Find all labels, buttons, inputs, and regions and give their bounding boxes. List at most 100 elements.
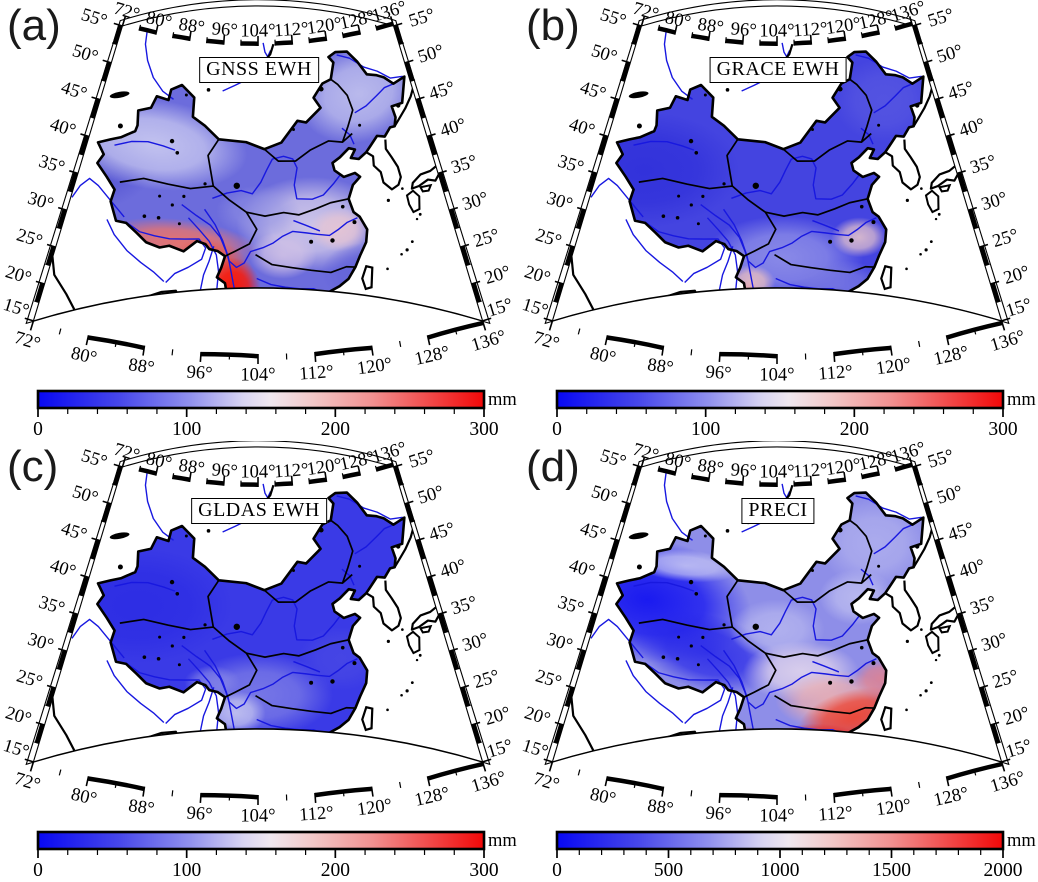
colorbar-tick-label: 500 (654, 860, 683, 881)
colorbar-tick-label: 0 (33, 860, 43, 881)
lat-label-right: 45° (427, 78, 458, 105)
lat-label-left: 55° (79, 446, 110, 473)
lake (725, 529, 730, 533)
lon-label-bottom: 104° (759, 806, 794, 826)
lake (169, 138, 175, 144)
lake (877, 564, 881, 568)
lon-label-bottom: 96° (186, 362, 213, 384)
lat-label-left: 25° (14, 225, 45, 252)
lon-label-top: 112° (273, 460, 309, 482)
lake (934, 658, 938, 662)
river (706, 217, 739, 321)
lat-label-left: 30° (544, 630, 575, 657)
river (243, 290, 271, 315)
lon-label-bottom: 96° (705, 362, 732, 384)
island (937, 183, 952, 193)
river (354, 82, 396, 114)
lake (233, 182, 240, 189)
river (873, 82, 915, 114)
lake (694, 150, 699, 155)
coastline (570, 695, 715, 762)
lake (919, 252, 922, 256)
lake (400, 252, 403, 256)
lat-label-right: 25° (471, 225, 502, 252)
lon-label-bottom: 136° (469, 768, 508, 797)
lake (386, 198, 390, 202)
island (924, 630, 940, 655)
lon-label-top: 96° (730, 460, 757, 482)
river (731, 596, 861, 641)
lake (158, 194, 162, 198)
internal-border (207, 138, 220, 187)
lat-label-right: 30° (460, 630, 491, 657)
river (781, 42, 791, 58)
internal-border (255, 253, 356, 274)
lake (156, 656, 161, 661)
taiwan-island (361, 705, 374, 732)
lon-label-top: 112° (273, 19, 309, 41)
river (625, 660, 684, 724)
coastline (393, 82, 416, 127)
lat-label-right: 15° (1004, 736, 1035, 763)
panel-b: 72° 72° 80° 80° 88° 88° 96° 96° 104° 104° 112° 112°… (519, 0, 1038, 441)
coastline (884, 139, 921, 191)
lat-label-left: 50° (70, 482, 101, 509)
lon-label-bottom: 72° (531, 769, 562, 796)
taiwan-island (880, 264, 893, 291)
lake (849, 337, 851, 339)
coastline (929, 162, 964, 190)
colorbar-tick-label: 0 (552, 860, 562, 881)
lake (905, 708, 908, 712)
river (625, 219, 684, 283)
lon-label-top: 96° (730, 19, 757, 41)
lon-label-bottom: 88° (646, 355, 675, 379)
lat-label-right: 50° (416, 41, 447, 68)
internal-border (765, 197, 868, 217)
lat-label-right: 15° (1004, 295, 1035, 322)
lake (177, 663, 181, 667)
lon-label-bottom: 80° (69, 344, 99, 369)
colorbar-tick-label: 300 (469, 419, 498, 440)
coastline (213, 779, 218, 793)
lat-label-right: 20° (1001, 703, 1032, 730)
lon-label-top: 112° (792, 19, 828, 41)
lake (696, 222, 700, 226)
lake (396, 544, 401, 549)
colorbar-tick-label: 0 (552, 419, 562, 440)
coastline (732, 338, 737, 352)
lat-label-right: 50° (416, 482, 447, 509)
lat-label-right: 55° (926, 5, 957, 32)
lake (117, 564, 123, 570)
coastline (912, 523, 935, 568)
lake (924, 248, 928, 252)
lake (810, 128, 814, 132)
lat-label-right: 30° (979, 189, 1010, 216)
lon-label-top: 104° (240, 462, 275, 482)
lake (117, 123, 123, 129)
colorbar-tick-label: 200 (840, 419, 869, 440)
lake (203, 182, 207, 186)
lat-label-right: 15° (485, 736, 516, 763)
lake (405, 248, 409, 252)
map-title-b: GRACE EWH (709, 57, 847, 83)
lat-label-left: 50° (70, 41, 101, 68)
lat-label-right: 55° (407, 5, 438, 32)
colorbar: 0 500 1000 1500 2000 mm (552, 830, 1036, 881)
lake (859, 645, 864, 650)
lon-label-bottom: 128° (413, 784, 452, 811)
lake (410, 681, 414, 685)
lon-label-bottom: 72° (531, 328, 562, 355)
lat-label-left: 40° (47, 115, 78, 142)
colorbar: 0 100 200 300 mm (33, 389, 517, 440)
lake (869, 784, 871, 786)
lat-label-left: 55° (79, 5, 110, 32)
river (644, 221, 726, 284)
river (663, 468, 693, 541)
lon-label-bottom: 128° (932, 784, 971, 811)
china-fill (616, 51, 924, 321)
coastline (269, 302, 297, 321)
colorbar-unit: mm (1007, 831, 1036, 851)
lake (905, 639, 909, 643)
lat-label-left: 15° (1, 295, 32, 322)
